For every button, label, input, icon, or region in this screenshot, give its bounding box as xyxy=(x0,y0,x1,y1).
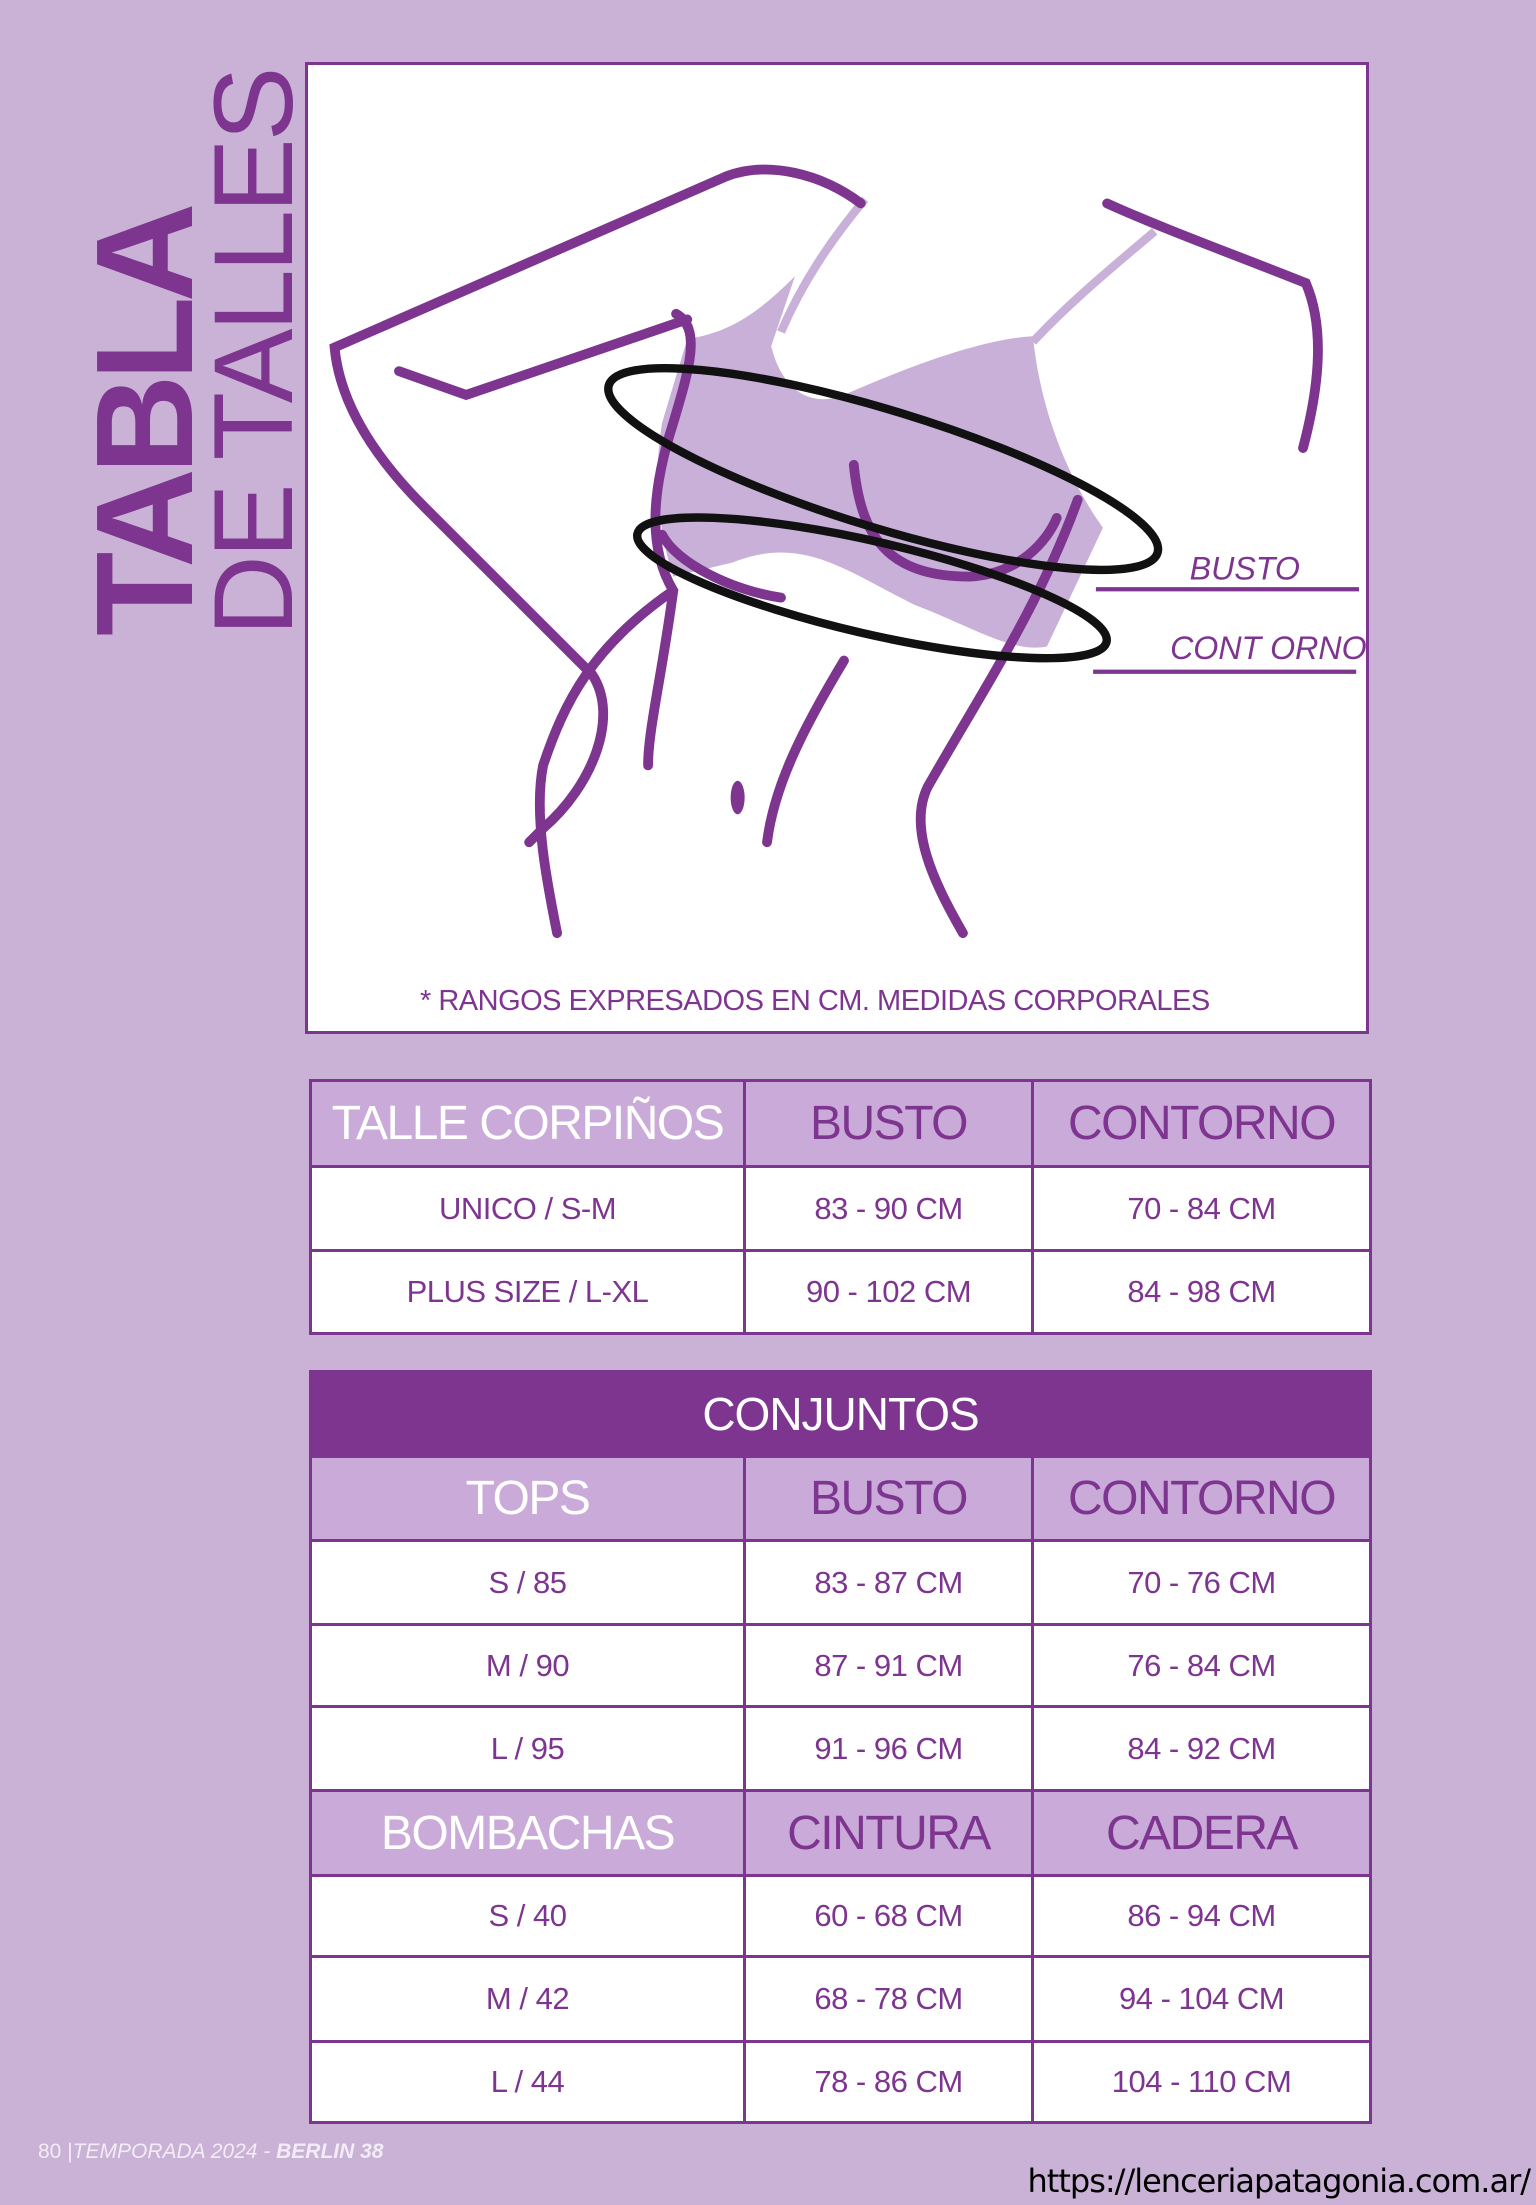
table-cell: 94 - 104 CM xyxy=(1030,1955,1373,2043)
season-label: TEMPORADA 2024 - xyxy=(72,2140,277,2163)
table-cell: 70 - 84 CM xyxy=(1031,1165,1372,1252)
table-cell: 84 - 98 CM xyxy=(1031,1249,1372,1335)
table-cell: 83 - 90 CM xyxy=(743,1165,1034,1252)
page-title: TABLA DE TALLES xyxy=(68,56,316,636)
table-cell: 90 - 102 CM xyxy=(743,1249,1034,1335)
header-cell: BOMBACHAS xyxy=(309,1789,746,1877)
header-cell: CONTORNO xyxy=(1031,1079,1372,1168)
body-figure-icon: BUSTO CONT ORNO xyxy=(329,164,1366,939)
table-row: PLUS SIZE / L-XL 90 - 102 CM 84 - 98 CM xyxy=(309,1249,1372,1335)
header-cell: TOPS xyxy=(309,1455,746,1542)
table-row: M / 42 68 - 78 CM 94 - 104 CM xyxy=(309,1955,1373,2043)
measurement-note: * RANGOS EXPRESADOS EN CM. MEDIDAS CORPO… xyxy=(420,985,1210,1017)
header-cell: BUSTO xyxy=(743,1455,1034,1542)
table-header-row: TALLE CORPIÑOS BUSTO CONTORNO xyxy=(309,1079,1372,1168)
contorno-label: CONT ORNO xyxy=(1170,630,1366,666)
header-cell: BUSTO xyxy=(743,1079,1034,1168)
table-cell: PLUS SIZE / L-XL xyxy=(309,1249,746,1335)
header-cell: CINTURA xyxy=(743,1789,1034,1877)
table-cell: 84 - 92 CM xyxy=(1030,1705,1373,1792)
table-cell: M / 42 xyxy=(309,1955,746,2043)
corpinos-size-table: TALLE CORPIÑOS BUSTO CONTORNO UNICO / S-… xyxy=(309,1079,1372,1335)
table-row: S / 40 60 - 68 CM 86 - 94 CM xyxy=(309,1874,1373,1958)
page-footer: 80 |TEMPORADA 2024 - BERLIN 38 xyxy=(38,2140,384,2163)
table-cell: 78 - 86 CM xyxy=(743,2040,1034,2124)
brand-label: BERLIN 38 xyxy=(276,2140,384,2163)
busto-label: BUSTO xyxy=(1190,550,1300,586)
table-cell: S / 40 xyxy=(309,1874,746,1958)
table-row: L / 95 91 - 96 CM 84 - 92 CM xyxy=(309,1705,1373,1792)
page-number: 80 xyxy=(38,2140,62,2163)
table-cell: 70 - 76 CM xyxy=(1030,1539,1373,1626)
table-cell: S / 85 xyxy=(309,1539,746,1626)
table-row: L / 44 78 - 86 CM 104 - 110 CM xyxy=(309,2040,1373,2124)
table-row: M / 90 87 - 91 CM 76 - 84 CM xyxy=(309,1623,1373,1708)
table-cell: M / 90 xyxy=(309,1623,746,1708)
conjuntos-title: CONJUNTOS xyxy=(308,1370,1373,1458)
source-url[interactable]: https://lenceriapatagonia.com.ar/ xyxy=(1027,2162,1531,2200)
table-cell: 86 - 94 CM xyxy=(1030,1874,1373,1958)
table-cell: L / 44 xyxy=(309,2040,746,2124)
table-header-row: TOPS BUSTO CONTORNO xyxy=(309,1455,1373,1542)
title-line-1: TABLA xyxy=(68,208,222,636)
body-measurement-illustration: BUSTO CONT ORNO * RANGOS EXPRESADOS EN C… xyxy=(305,62,1369,1034)
conjuntos-size-table: CONJUNTOS TOPS BUSTO CONTORNO S / 85 83 … xyxy=(308,1370,1373,2124)
header-cell: CONTORNO xyxy=(1030,1455,1373,1542)
table-cell: 76 - 84 CM xyxy=(1030,1623,1373,1708)
table-cell: 87 - 91 CM xyxy=(743,1623,1034,1708)
header-cell: CADERA xyxy=(1030,1789,1373,1877)
header-cell: TALLE CORPIÑOS xyxy=(309,1079,746,1168)
table-cell: 91 - 96 CM xyxy=(743,1705,1034,1792)
table-cell: 83 - 87 CM xyxy=(743,1539,1034,1626)
title-line-2: DE TALLES xyxy=(191,69,316,636)
table-cell: 104 - 110 CM xyxy=(1030,2040,1373,2124)
table-row: UNICO / S-M 83 - 90 CM 70 - 84 CM xyxy=(309,1165,1372,1252)
table-row: S / 85 83 - 87 CM 70 - 76 CM xyxy=(309,1539,1373,1626)
table-cell: 60 - 68 CM xyxy=(743,1874,1034,1958)
table-header-row: BOMBACHAS CINTURA CADERA xyxy=(309,1789,1373,1877)
table-cell: L / 95 xyxy=(309,1705,746,1792)
table-cell: 68 - 78 CM xyxy=(743,1955,1034,2043)
table-cell: UNICO / S-M xyxy=(309,1165,746,1252)
